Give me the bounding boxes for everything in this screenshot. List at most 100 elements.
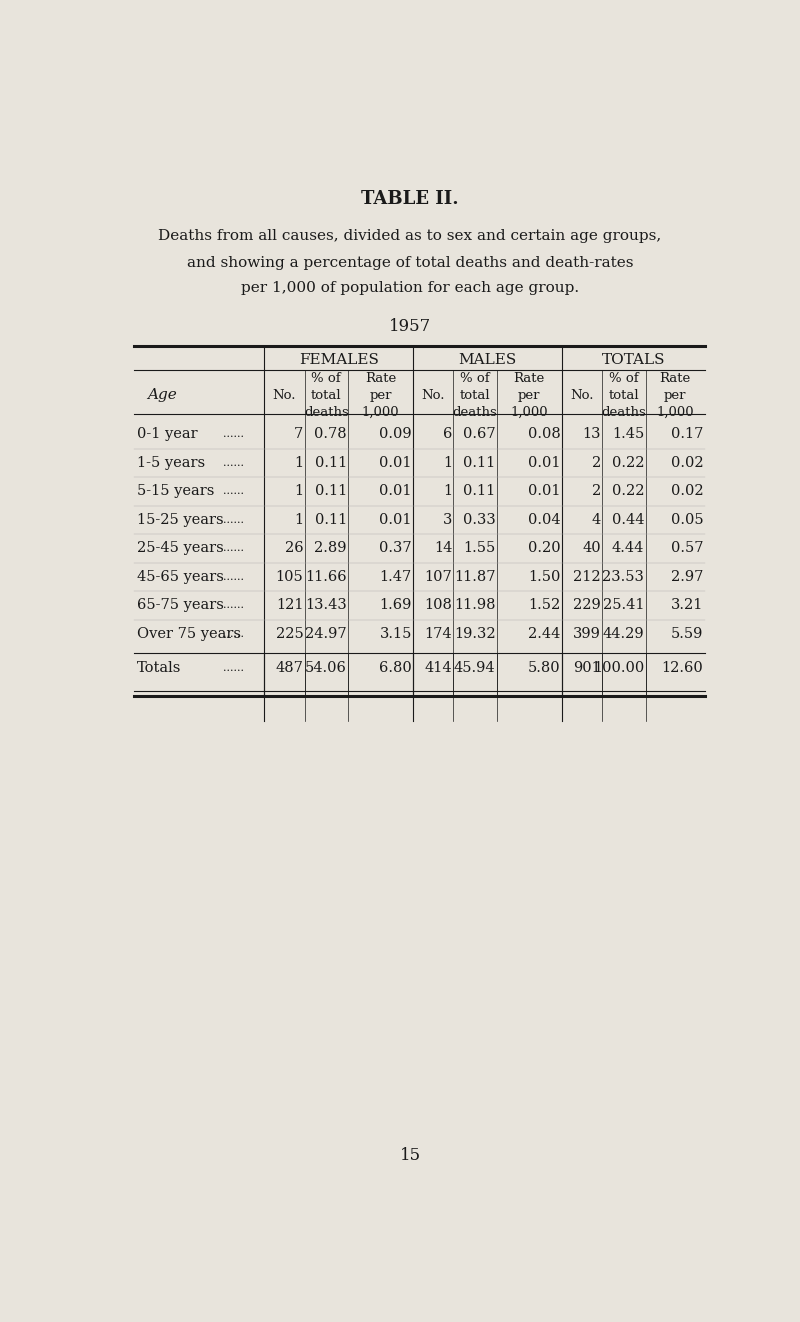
Text: 0.09: 0.09 [379,427,412,442]
Text: 229: 229 [574,599,601,612]
Text: 65-75 years: 65-75 years [138,599,224,612]
Text: 0.05: 0.05 [670,513,703,526]
Text: 0.57: 0.57 [670,541,703,555]
Text: 0.11: 0.11 [463,484,495,498]
Text: ......: ...... [222,457,244,468]
Text: 3.15: 3.15 [379,627,412,641]
Text: ......: ...... [222,664,244,673]
Text: Age: Age [147,389,177,402]
Text: ......: ...... [222,514,244,525]
Text: 4: 4 [592,513,601,526]
Text: 0.37: 0.37 [379,541,412,555]
Text: 174: 174 [425,627,452,641]
Text: 15: 15 [399,1147,421,1165]
Text: 1-5 years: 1-5 years [138,456,206,469]
Text: ......: ...... [222,629,244,639]
Text: 414: 414 [425,661,452,676]
Text: 14: 14 [434,541,452,555]
Text: per 1,000 of population for each age group.: per 1,000 of population for each age gro… [241,282,579,295]
Text: 0.11: 0.11 [463,456,495,469]
Text: 1.52: 1.52 [529,599,561,612]
Text: 1.69: 1.69 [379,599,412,612]
Text: 108: 108 [424,599,452,612]
Text: Rate
per
1,000: Rate per 1,000 [362,371,399,419]
Text: 0.08: 0.08 [528,427,561,442]
Text: 901: 901 [574,661,601,676]
Text: 5.80: 5.80 [528,661,561,676]
Text: ......: ...... [222,543,244,554]
Text: 2: 2 [592,484,601,498]
Text: 4.44: 4.44 [612,541,644,555]
Text: 11.87: 11.87 [454,570,495,584]
Text: 0-1 year: 0-1 year [138,427,198,442]
Text: 1.50: 1.50 [528,570,561,584]
Text: 107: 107 [425,570,452,584]
Text: 11.98: 11.98 [454,599,495,612]
Text: 40: 40 [582,541,601,555]
Text: 12.60: 12.60 [662,661,703,676]
Text: Rate
per
1,000: Rate per 1,000 [510,371,548,419]
Text: % of
total
deaths: % of total deaths [304,371,349,419]
Text: 1: 1 [443,484,452,498]
Text: 2.97: 2.97 [671,570,703,584]
Text: 15-25 years: 15-25 years [138,513,224,526]
Text: ......: ...... [222,486,244,496]
Text: 1.45: 1.45 [612,427,644,442]
Text: ......: ...... [222,571,244,582]
Text: 7: 7 [294,427,303,442]
Text: 0.11: 0.11 [314,484,346,498]
Text: 25.41: 25.41 [603,599,644,612]
Text: 1.47: 1.47 [380,570,412,584]
Text: 0.01: 0.01 [379,456,412,469]
Text: FEMALES: FEMALES [298,353,378,368]
Text: 0.78: 0.78 [314,427,346,442]
Text: 212: 212 [574,570,601,584]
Text: 3: 3 [442,513,452,526]
Text: 1: 1 [294,484,303,498]
Text: 487: 487 [275,661,303,676]
Text: 1.55: 1.55 [463,541,495,555]
Text: 0.01: 0.01 [379,513,412,526]
Text: 0.02: 0.02 [670,456,703,469]
Text: 0.01: 0.01 [528,484,561,498]
Text: 1: 1 [443,456,452,469]
Text: 105: 105 [276,570,303,584]
Text: No.: No. [570,389,594,402]
Text: 225: 225 [276,627,303,641]
Text: % of
total
deaths: % of total deaths [453,371,498,419]
Text: 44.29: 44.29 [602,627,644,641]
Text: 25-45 years: 25-45 years [138,541,224,555]
Text: 0.33: 0.33 [463,513,495,526]
Text: 2.89: 2.89 [314,541,346,555]
Text: 0.11: 0.11 [314,513,346,526]
Text: 2: 2 [592,456,601,469]
Text: 0.22: 0.22 [612,484,644,498]
Text: 5.59: 5.59 [671,627,703,641]
Text: 26: 26 [285,541,303,555]
Text: MALES: MALES [458,353,517,368]
Text: 0.01: 0.01 [528,456,561,469]
Text: 54.06: 54.06 [305,661,346,676]
Text: 0.44: 0.44 [612,513,644,526]
Text: ......: ...... [222,600,244,611]
Text: No.: No. [273,389,296,402]
Text: 2.44: 2.44 [528,627,561,641]
Text: 6.80: 6.80 [379,661,412,676]
Text: 5-15 years: 5-15 years [138,484,214,498]
Text: 23.53: 23.53 [602,570,644,584]
Text: 0.22: 0.22 [612,456,644,469]
Text: and showing a percentage of total deaths and death-rates: and showing a percentage of total deaths… [186,255,634,270]
Text: TABLE II.: TABLE II. [361,189,459,208]
Text: No.: No. [422,389,445,402]
Text: 0.67: 0.67 [463,427,495,442]
Text: TOTALS: TOTALS [602,353,665,368]
Text: 0.20: 0.20 [528,541,561,555]
Text: 0.04: 0.04 [528,513,561,526]
Text: 0.11: 0.11 [314,456,346,469]
Text: 13: 13 [582,427,601,442]
Text: 45-65 years: 45-65 years [138,570,224,584]
Text: 1: 1 [294,456,303,469]
Text: Deaths from all causes, divided as to sex and certain age groups,: Deaths from all causes, divided as to se… [158,229,662,243]
Text: % of
total
deaths: % of total deaths [602,371,646,419]
Text: ......: ...... [222,430,244,439]
